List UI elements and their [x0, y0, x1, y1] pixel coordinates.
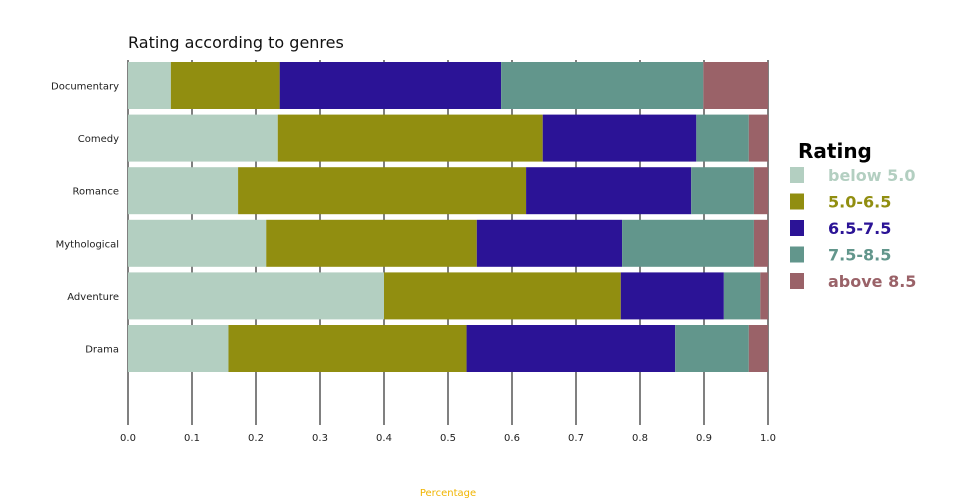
bar-segment	[748, 114, 768, 162]
bar-segment	[620, 272, 724, 320]
legend-swatch	[790, 167, 804, 183]
x-tick-label: 0.0	[120, 433, 136, 444]
bar-segment	[128, 272, 384, 320]
x-tick-label: 1.0	[760, 433, 776, 444]
bar-segment	[526, 167, 692, 215]
legend-label: 5.0-6.5	[828, 193, 891, 212]
x-tick-label: 0.4	[376, 433, 392, 444]
category-label: Drama	[85, 345, 119, 356]
category-labels: Documentary Comedy Romance Mythological Adve…	[51, 82, 119, 356]
bar-segment	[128, 167, 239, 215]
bar-segment	[476, 219, 623, 267]
x-tick-label: 0.3	[312, 433, 328, 444]
bar-segment	[266, 219, 477, 267]
bar-segment	[622, 219, 754, 267]
bar-segment	[753, 219, 768, 267]
category-label: Documentary	[51, 82, 119, 93]
x-tick-label: 0.6	[504, 433, 520, 444]
bar-segment	[384, 272, 621, 320]
bars	[128, 62, 768, 372]
bar-segment	[128, 219, 267, 267]
bar-segment	[277, 114, 543, 162]
bar-segment	[675, 325, 749, 372]
bar-segment	[501, 62, 704, 109]
bar-segment	[170, 62, 280, 109]
bar-segment	[723, 272, 761, 320]
category-label: Adventure	[67, 292, 119, 303]
legend-label: below 5.0	[828, 166, 915, 185]
x-tick-label: 0.8	[632, 433, 648, 444]
bar-segment	[703, 62, 768, 109]
category-label: Comedy	[78, 134, 119, 145]
bar-segment	[128, 62, 171, 109]
bar-segment	[542, 114, 697, 162]
bar-segment	[128, 325, 229, 372]
bar-segment	[238, 167, 527, 215]
bar-segment	[228, 325, 467, 372]
chart-title: Rating according to genres	[128, 33, 344, 52]
legend-label: 7.5-8.5	[828, 246, 891, 265]
bar-segment	[691, 167, 754, 215]
bar-segment	[753, 167, 768, 215]
legend-title: Rating	[798, 139, 872, 163]
x-tick-label: 0.1	[184, 433, 200, 444]
bar-segment	[466, 325, 676, 372]
bar-segment	[748, 325, 768, 372]
legend-swatch	[790, 273, 804, 289]
legend-swatch	[790, 193, 804, 210]
legend-label: above 8.5	[828, 272, 916, 291]
category-label: Romance	[73, 187, 119, 198]
category-label: Mythological	[56, 239, 119, 250]
bar-segment	[279, 62, 502, 109]
x-tick-label: 0.5	[440, 433, 456, 444]
x-axis-label: Percentage	[420, 488, 476, 499]
legend-swatch	[790, 220, 804, 236]
legend-label: 6.5-7.5	[828, 219, 891, 238]
bar-segment	[696, 114, 749, 162]
x-tick-label: 0.2	[248, 433, 264, 444]
x-tick-label: 0.9	[696, 433, 712, 444]
bar-segment	[128, 114, 278, 162]
legend-swatch	[790, 246, 804, 263]
legend: Rating below 5.0 5.0-6.5 6.5-7.5 7.5-8.5 abo…	[790, 139, 916, 291]
bar-segment	[760, 272, 768, 320]
x-tick-labels: 0.0 0.1 0.2 0.3 0.4 0.5 0.6 0.7 0.8 0.9 1.0	[120, 433, 776, 444]
x-tick-label: 0.7	[568, 433, 584, 444]
